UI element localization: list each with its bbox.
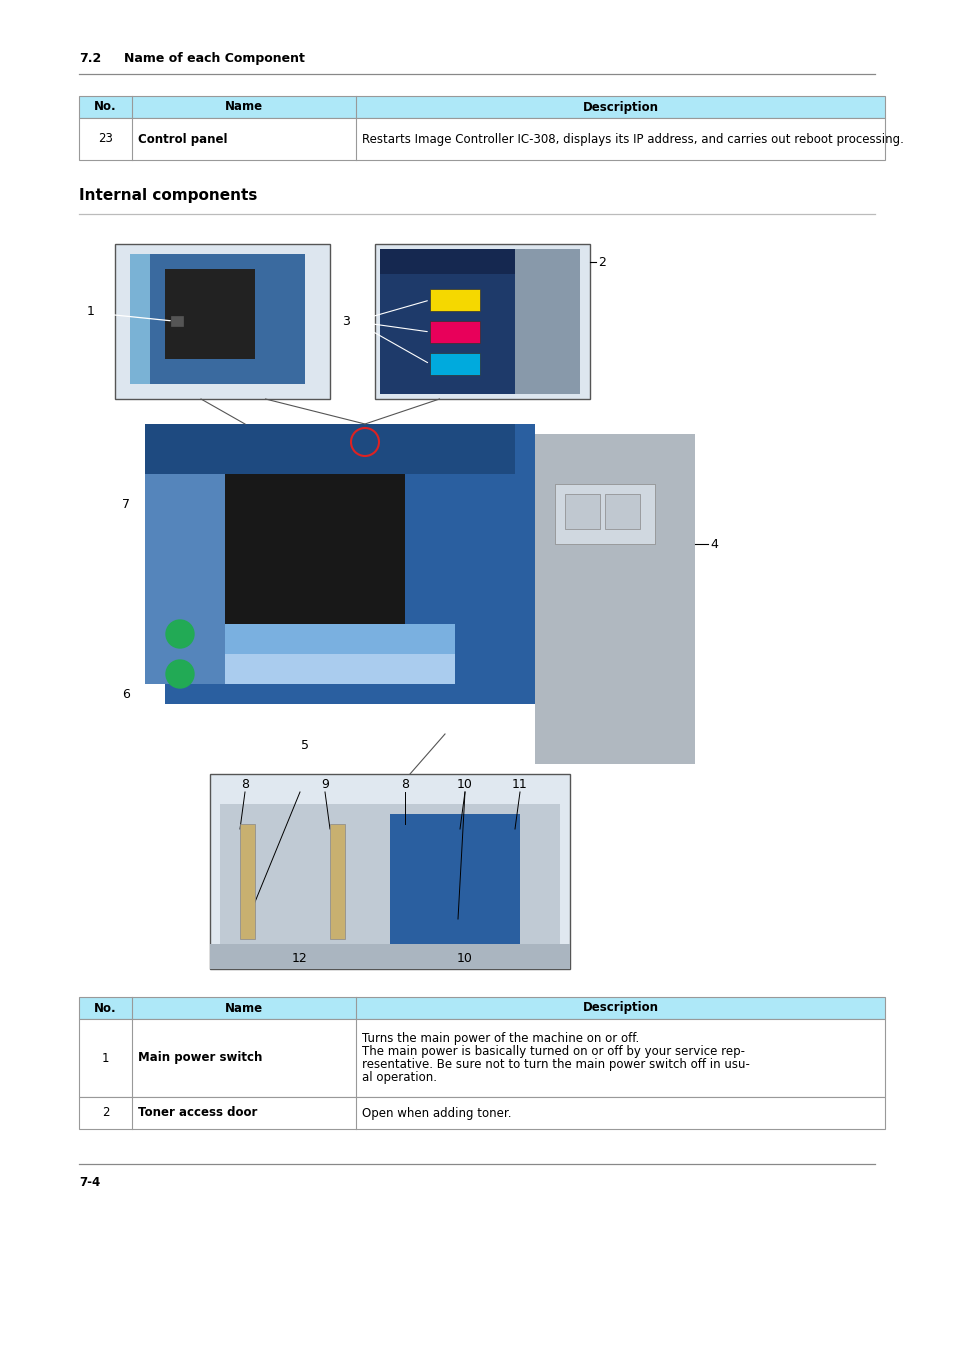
Bar xyxy=(555,484,655,544)
Text: 7-4: 7-4 xyxy=(79,1175,100,1189)
Text: Open when adding toner.: Open when adding toner. xyxy=(361,1106,511,1120)
Text: No.: No. xyxy=(94,1001,116,1015)
Text: 10: 10 xyxy=(456,952,473,966)
Bar xyxy=(515,249,579,394)
Bar xyxy=(79,1019,884,1097)
Text: Name: Name xyxy=(225,100,262,113)
Bar xyxy=(145,424,515,474)
Bar xyxy=(379,249,579,394)
Bar xyxy=(379,249,579,274)
Text: 11: 11 xyxy=(512,777,527,790)
Text: 10: 10 xyxy=(456,777,473,790)
Text: 1: 1 xyxy=(87,305,95,317)
Bar xyxy=(430,289,479,311)
Text: al operation.: al operation. xyxy=(361,1071,436,1085)
Bar xyxy=(225,624,455,684)
Bar xyxy=(535,434,695,765)
Text: The main power is basically turned on or off by your service rep-: The main power is basically turned on or… xyxy=(361,1044,744,1058)
Text: 2: 2 xyxy=(598,255,605,269)
Bar xyxy=(130,254,305,384)
Text: Control panel: Control panel xyxy=(137,132,227,146)
Text: 7.2: 7.2 xyxy=(79,51,101,65)
Bar xyxy=(210,774,569,969)
Text: Description: Description xyxy=(582,1001,658,1015)
Circle shape xyxy=(166,661,193,688)
Text: Main power switch: Main power switch xyxy=(137,1051,262,1065)
Text: 9: 9 xyxy=(321,777,329,790)
Bar xyxy=(171,316,183,326)
Text: 1: 1 xyxy=(102,1051,109,1065)
Text: 6: 6 xyxy=(122,688,130,701)
Bar xyxy=(130,254,150,384)
Bar xyxy=(115,245,330,399)
Text: resentative. Be sure not to turn the main power switch off in usu-: resentative. Be sure not to turn the mai… xyxy=(361,1058,749,1071)
Text: 3: 3 xyxy=(342,315,350,328)
Text: Internal components: Internal components xyxy=(79,188,257,203)
Circle shape xyxy=(166,620,193,648)
Text: Description: Description xyxy=(582,100,658,113)
Bar xyxy=(145,454,225,684)
Text: 2: 2 xyxy=(102,1106,109,1120)
Bar xyxy=(430,322,479,343)
Bar xyxy=(220,804,559,959)
Bar xyxy=(210,944,569,969)
Text: Toner access door: Toner access door xyxy=(137,1106,256,1120)
Bar xyxy=(330,824,345,939)
Text: 7: 7 xyxy=(122,497,130,511)
Bar xyxy=(79,1097,884,1129)
Bar xyxy=(79,96,884,118)
Text: 23: 23 xyxy=(98,132,112,146)
Bar xyxy=(225,654,455,684)
Bar xyxy=(604,494,639,530)
Text: 5: 5 xyxy=(301,739,309,753)
Bar xyxy=(430,353,479,376)
Bar xyxy=(79,997,884,1019)
Text: Turns the main power of the machine on or off.: Turns the main power of the machine on o… xyxy=(361,1032,639,1044)
Text: Name of each Component: Name of each Component xyxy=(124,51,305,65)
Text: Restarts Image Controller IC-308, displays its IP address, and carries out reboo: Restarts Image Controller IC-308, displa… xyxy=(361,132,902,146)
Text: No.: No. xyxy=(94,100,116,113)
Bar xyxy=(390,815,519,944)
Text: Name: Name xyxy=(225,1001,262,1015)
Bar xyxy=(564,494,599,530)
Text: 12: 12 xyxy=(292,952,308,966)
Text: 8: 8 xyxy=(241,777,249,790)
Bar xyxy=(79,118,884,159)
Bar xyxy=(225,474,405,654)
Text: 4: 4 xyxy=(709,538,717,550)
Bar xyxy=(165,269,254,359)
Bar xyxy=(375,245,589,399)
Text: 8: 8 xyxy=(400,777,409,790)
Bar xyxy=(240,824,254,939)
Bar xyxy=(165,424,535,704)
